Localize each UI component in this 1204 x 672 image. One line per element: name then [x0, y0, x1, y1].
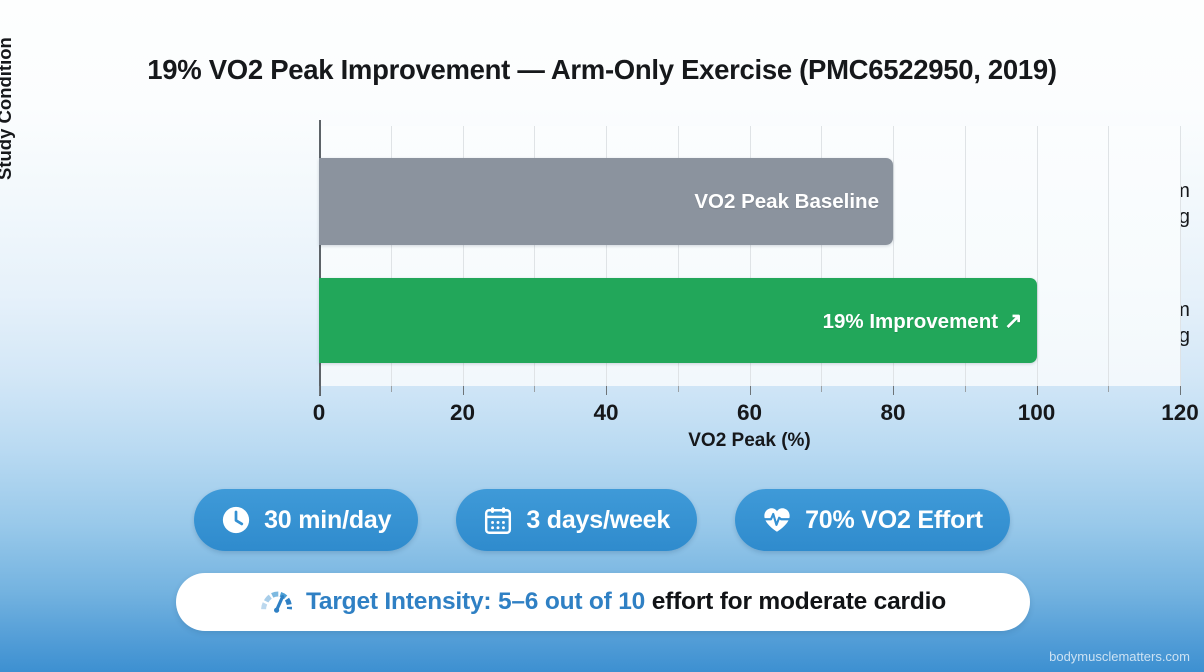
gauge-icon	[261, 591, 292, 613]
x-axis-tick-label: 20	[449, 400, 476, 425]
x-axis-tick	[1180, 386, 1181, 395]
clock-icon	[222, 506, 250, 534]
x-axis-tick-label: 0	[312, 400, 326, 425]
x-axis-tick	[319, 386, 320, 395]
bar-after-training: 19% Improvement ↗	[319, 278, 1037, 363]
bar-label-after-text: 19% Improvement	[822, 309, 999, 333]
pill-intensity[interactable]: 70% VO2 Effort	[735, 489, 1010, 551]
x-axis-tick	[462, 386, 464, 395]
gridline	[893, 126, 894, 386]
gridline	[749, 126, 751, 386]
gridline	[606, 126, 607, 386]
page-title: 19% VO2 Peak Improvement — Arm-Only Exer…	[147, 54, 1057, 85]
gridline	[390, 126, 392, 386]
gridline	[534, 126, 536, 386]
gridline	[677, 126, 679, 386]
bar-before-training: VO2 Peak Baseline	[319, 158, 893, 245]
target-intensity-banner[interactable]: Target Intensity: 5–6 out of 10 effort f…	[176, 573, 1030, 631]
x-axis-tick	[534, 386, 536, 392]
banner-text: Target Intensity: 5–6 out of 10 effort f…	[306, 588, 946, 616]
gridline	[1108, 126, 1110, 386]
x-axis-tick	[749, 386, 751, 395]
stats-pill-row: 30 min/day 3 days/week 70% VO2	[0, 489, 1204, 551]
x-axis-title: VO2 Peak (%)	[688, 430, 811, 451]
x-axis-tick	[1108, 386, 1110, 392]
pill-duration[interactable]: 30 min/day	[194, 489, 419, 551]
heart-pulse-icon	[763, 508, 791, 532]
trend-up-arrow-icon: ↗	[1004, 307, 1023, 333]
x-axis-tick	[1036, 386, 1038, 395]
gridline	[1036, 126, 1038, 386]
pill-frequency-label: 3 days/week	[526, 505, 671, 534]
x-axis-tick-label: 80	[880, 400, 906, 425]
watermark: bodymusclematters.com	[1049, 649, 1190, 664]
x-axis-tick-label: 100	[1017, 400, 1056, 425]
gridline	[1180, 126, 1181, 386]
gridline	[964, 126, 966, 386]
x-axis-tick	[606, 386, 607, 395]
banner-rest-text: effort for moderate cardio	[645, 588, 947, 615]
bar-label-before: VO2 Peak Baseline	[694, 189, 879, 213]
gridline	[462, 126, 464, 386]
x-axis-tick	[390, 386, 392, 392]
gridline	[821, 126, 823, 386]
calendar-icon	[485, 507, 512, 534]
pill-frequency[interactable]: 3 days/week	[456, 489, 698, 551]
banner-accent-text: Target Intensity: 5–6 out of 10	[305, 588, 646, 615]
x-axis-tick	[821, 386, 823, 392]
pill-intensity-label: 70% VO2 Effort	[805, 505, 983, 534]
bar-label-after: 19% Improvement ↗	[823, 308, 1037, 334]
x-axis-tick-label: 120	[1161, 400, 1199, 425]
x-axis-tick	[893, 386, 894, 395]
x-axis-tick-label: 60	[736, 400, 763, 425]
x-axis-tick	[964, 386, 966, 392]
x-axis-tick-label: 40	[593, 400, 619, 425]
bar-chart: VO2 Peak Baseline 19% Improvement ↗ 0 20 40…	[313, 120, 1199, 425]
y-axis-line	[319, 120, 321, 396]
x-axis-tick	[677, 386, 679, 392]
y-axis-title: Study Condition	[0, 37, 15, 180]
pill-duration-label: 30 min/day	[264, 505, 392, 534]
